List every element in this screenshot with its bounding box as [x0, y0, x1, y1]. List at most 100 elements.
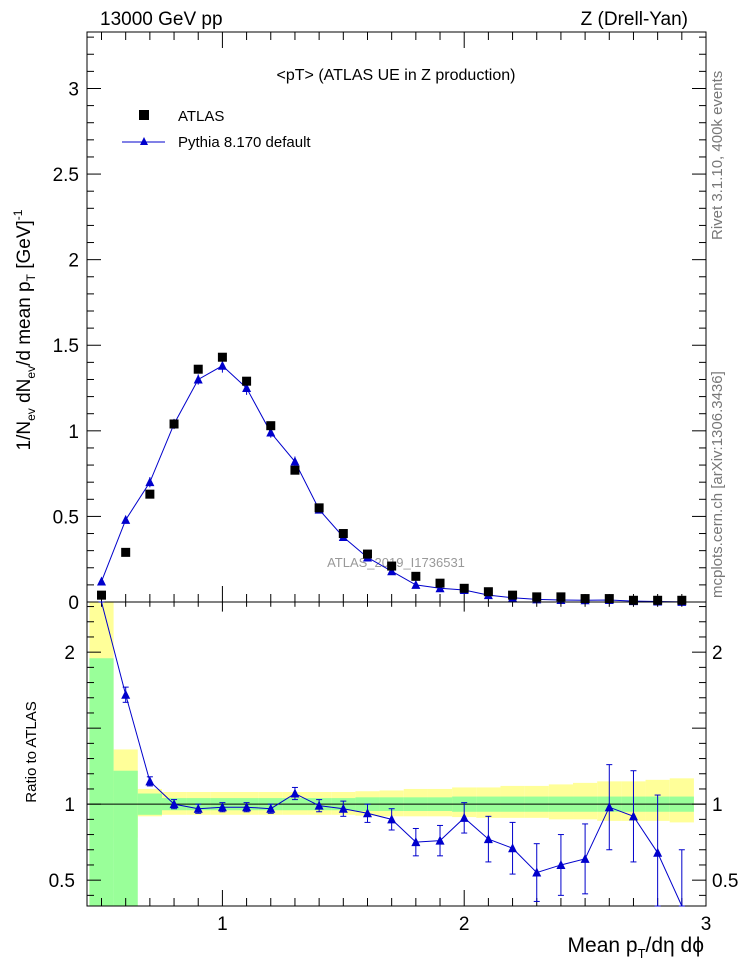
- ratio-y-tick-label-right: 0.5: [712, 871, 738, 892]
- ratio-point: [145, 776, 155, 786]
- ratio-y-tick-label-right: 2: [712, 643, 723, 664]
- ratio-x-tick-label: 1: [217, 914, 228, 935]
- data-point: [677, 595, 687, 605]
- ratio-point: [266, 803, 276, 813]
- data-point: [338, 529, 348, 539]
- ratio-point: [532, 867, 542, 877]
- mc-point: [435, 583, 445, 593]
- ratio-point: [604, 802, 614, 812]
- main-y-tick-label: 1.5: [53, 336, 79, 357]
- ratio-y-label: Ratio to ATLAS: [23, 701, 40, 802]
- mc-point: [411, 579, 421, 589]
- data-point: [362, 549, 372, 559]
- data-point: [483, 587, 493, 597]
- ratio-y-tick-label: 2: [64, 643, 75, 664]
- ratio-x-tick-label: 3: [701, 914, 712, 935]
- mc-point: [242, 383, 252, 393]
- inner-band-bin: [89, 658, 114, 906]
- main-y-tick-label: 1: [68, 422, 79, 443]
- mc-point: [290, 456, 300, 466]
- ratio-y-tick-label-right: 1: [712, 795, 723, 816]
- data-point: [145, 489, 155, 499]
- ratio-point: [217, 802, 227, 812]
- main-y-tick-label: 2.5: [53, 165, 79, 186]
- ratio-frame: [86, 601, 707, 907]
- main-y-tick-label: 0.5: [53, 507, 79, 528]
- mc-point: [217, 360, 227, 370]
- mcplots-label: mcplots.cern.ch [arXiv:1306.3436]: [709, 371, 726, 598]
- main-y-tick-label: 2: [68, 251, 79, 272]
- data-point: [435, 578, 445, 588]
- header-right: Z (Drell-Yan): [581, 9, 688, 30]
- ratio-point: [314, 800, 324, 810]
- ratio-point: [290, 788, 300, 798]
- ratio-point: [411, 837, 421, 847]
- legend-mc-marker: [140, 137, 148, 145]
- legend-data-label: ATLAS: [178, 108, 224, 125]
- ratio-point: [362, 808, 372, 818]
- data-point: [508, 590, 518, 600]
- ratio-point: [193, 803, 203, 813]
- legend-mc-label: Pythia 8.170 default: [178, 134, 311, 151]
- data-point: [580, 594, 590, 604]
- data-point: [604, 594, 614, 604]
- data-point: [556, 592, 566, 602]
- main-y-tick-label: 3: [68, 79, 79, 100]
- mc-point: [145, 477, 155, 487]
- uncertainty-bands: [87, 602, 706, 906]
- data-point: [387, 561, 397, 571]
- ratio-point: [121, 689, 131, 699]
- data-point: [121, 547, 131, 557]
- data-point: [459, 583, 469, 593]
- data-series: [97, 352, 687, 605]
- mc-point: [266, 427, 276, 437]
- header-left: 13000 GeV pp: [100, 9, 223, 30]
- data-point: [314, 503, 324, 513]
- ratio-y-axis: 0.5 0.5 1 1 2 2: [49, 606, 738, 896]
- legend-data-marker: [139, 110, 149, 120]
- ratio-point: [580, 853, 590, 863]
- ratio-point: [628, 811, 638, 821]
- ratio-point: [508, 843, 518, 853]
- ratio-mc-line: [101, 601, 683, 907]
- data-point: [532, 592, 542, 602]
- ratio-point: [242, 802, 252, 812]
- data-point: [217, 352, 227, 362]
- data-point: [97, 590, 107, 600]
- ratio-y-tick-label: 0.5: [49, 871, 75, 892]
- ratio-point: [169, 799, 179, 809]
- chart-title: <pT> (ATLAS UE in Z production): [277, 67, 516, 84]
- ratio-point: [483, 834, 493, 844]
- ratio-point: [653, 847, 663, 857]
- data-point: [193, 364, 203, 374]
- data-point: [242, 376, 252, 386]
- ratio-point: [435, 835, 445, 845]
- data-point: [628, 595, 638, 605]
- rivet-label: Rivet 3.1.10, 400k events: [709, 71, 726, 240]
- main-y-axis: 0 0.5 1 1.5 2 2.5 3: [53, 36, 706, 614]
- mc-point: [121, 514, 131, 524]
- main-panel: 00.511.522.53 ATLAS_2019_I1736531 <pT> (…: [11, 31, 707, 614]
- legend: ATLAS Pythia 8.170 default: [122, 108, 311, 151]
- mc-point: [387, 566, 397, 576]
- data-point: [411, 571, 421, 581]
- ratio-point: [556, 859, 566, 869]
- ratio-x-axis: 1 2 3: [101, 602, 712, 935]
- data-point: [266, 421, 276, 431]
- inner-band-bin: [113, 770, 138, 906]
- mc-point: [193, 374, 203, 384]
- ratio-point: [387, 814, 397, 824]
- ratio-point: [459, 812, 469, 822]
- ratio-point: [338, 803, 348, 813]
- mc-point: [97, 576, 107, 586]
- ratio-y-tick-label: 1: [64, 795, 75, 816]
- main-y-label: 1/Nev dNev/d mean pT [GeV]-1: [11, 209, 38, 450]
- data-point: [290, 465, 300, 475]
- data-point: [169, 419, 179, 429]
- x-axis-label: Mean pT/dη dϕ: [568, 934, 704, 961]
- data-point: [653, 595, 663, 605]
- main-y-tick-label: 0: [68, 593, 79, 614]
- ratio-mc-series: [98, 601, 685, 907]
- ratio-panel: 0.5 0.5 1 1 2 2 1 2 3 Ratio to ATLAS Mean pT/dη…: [23, 601, 738, 961]
